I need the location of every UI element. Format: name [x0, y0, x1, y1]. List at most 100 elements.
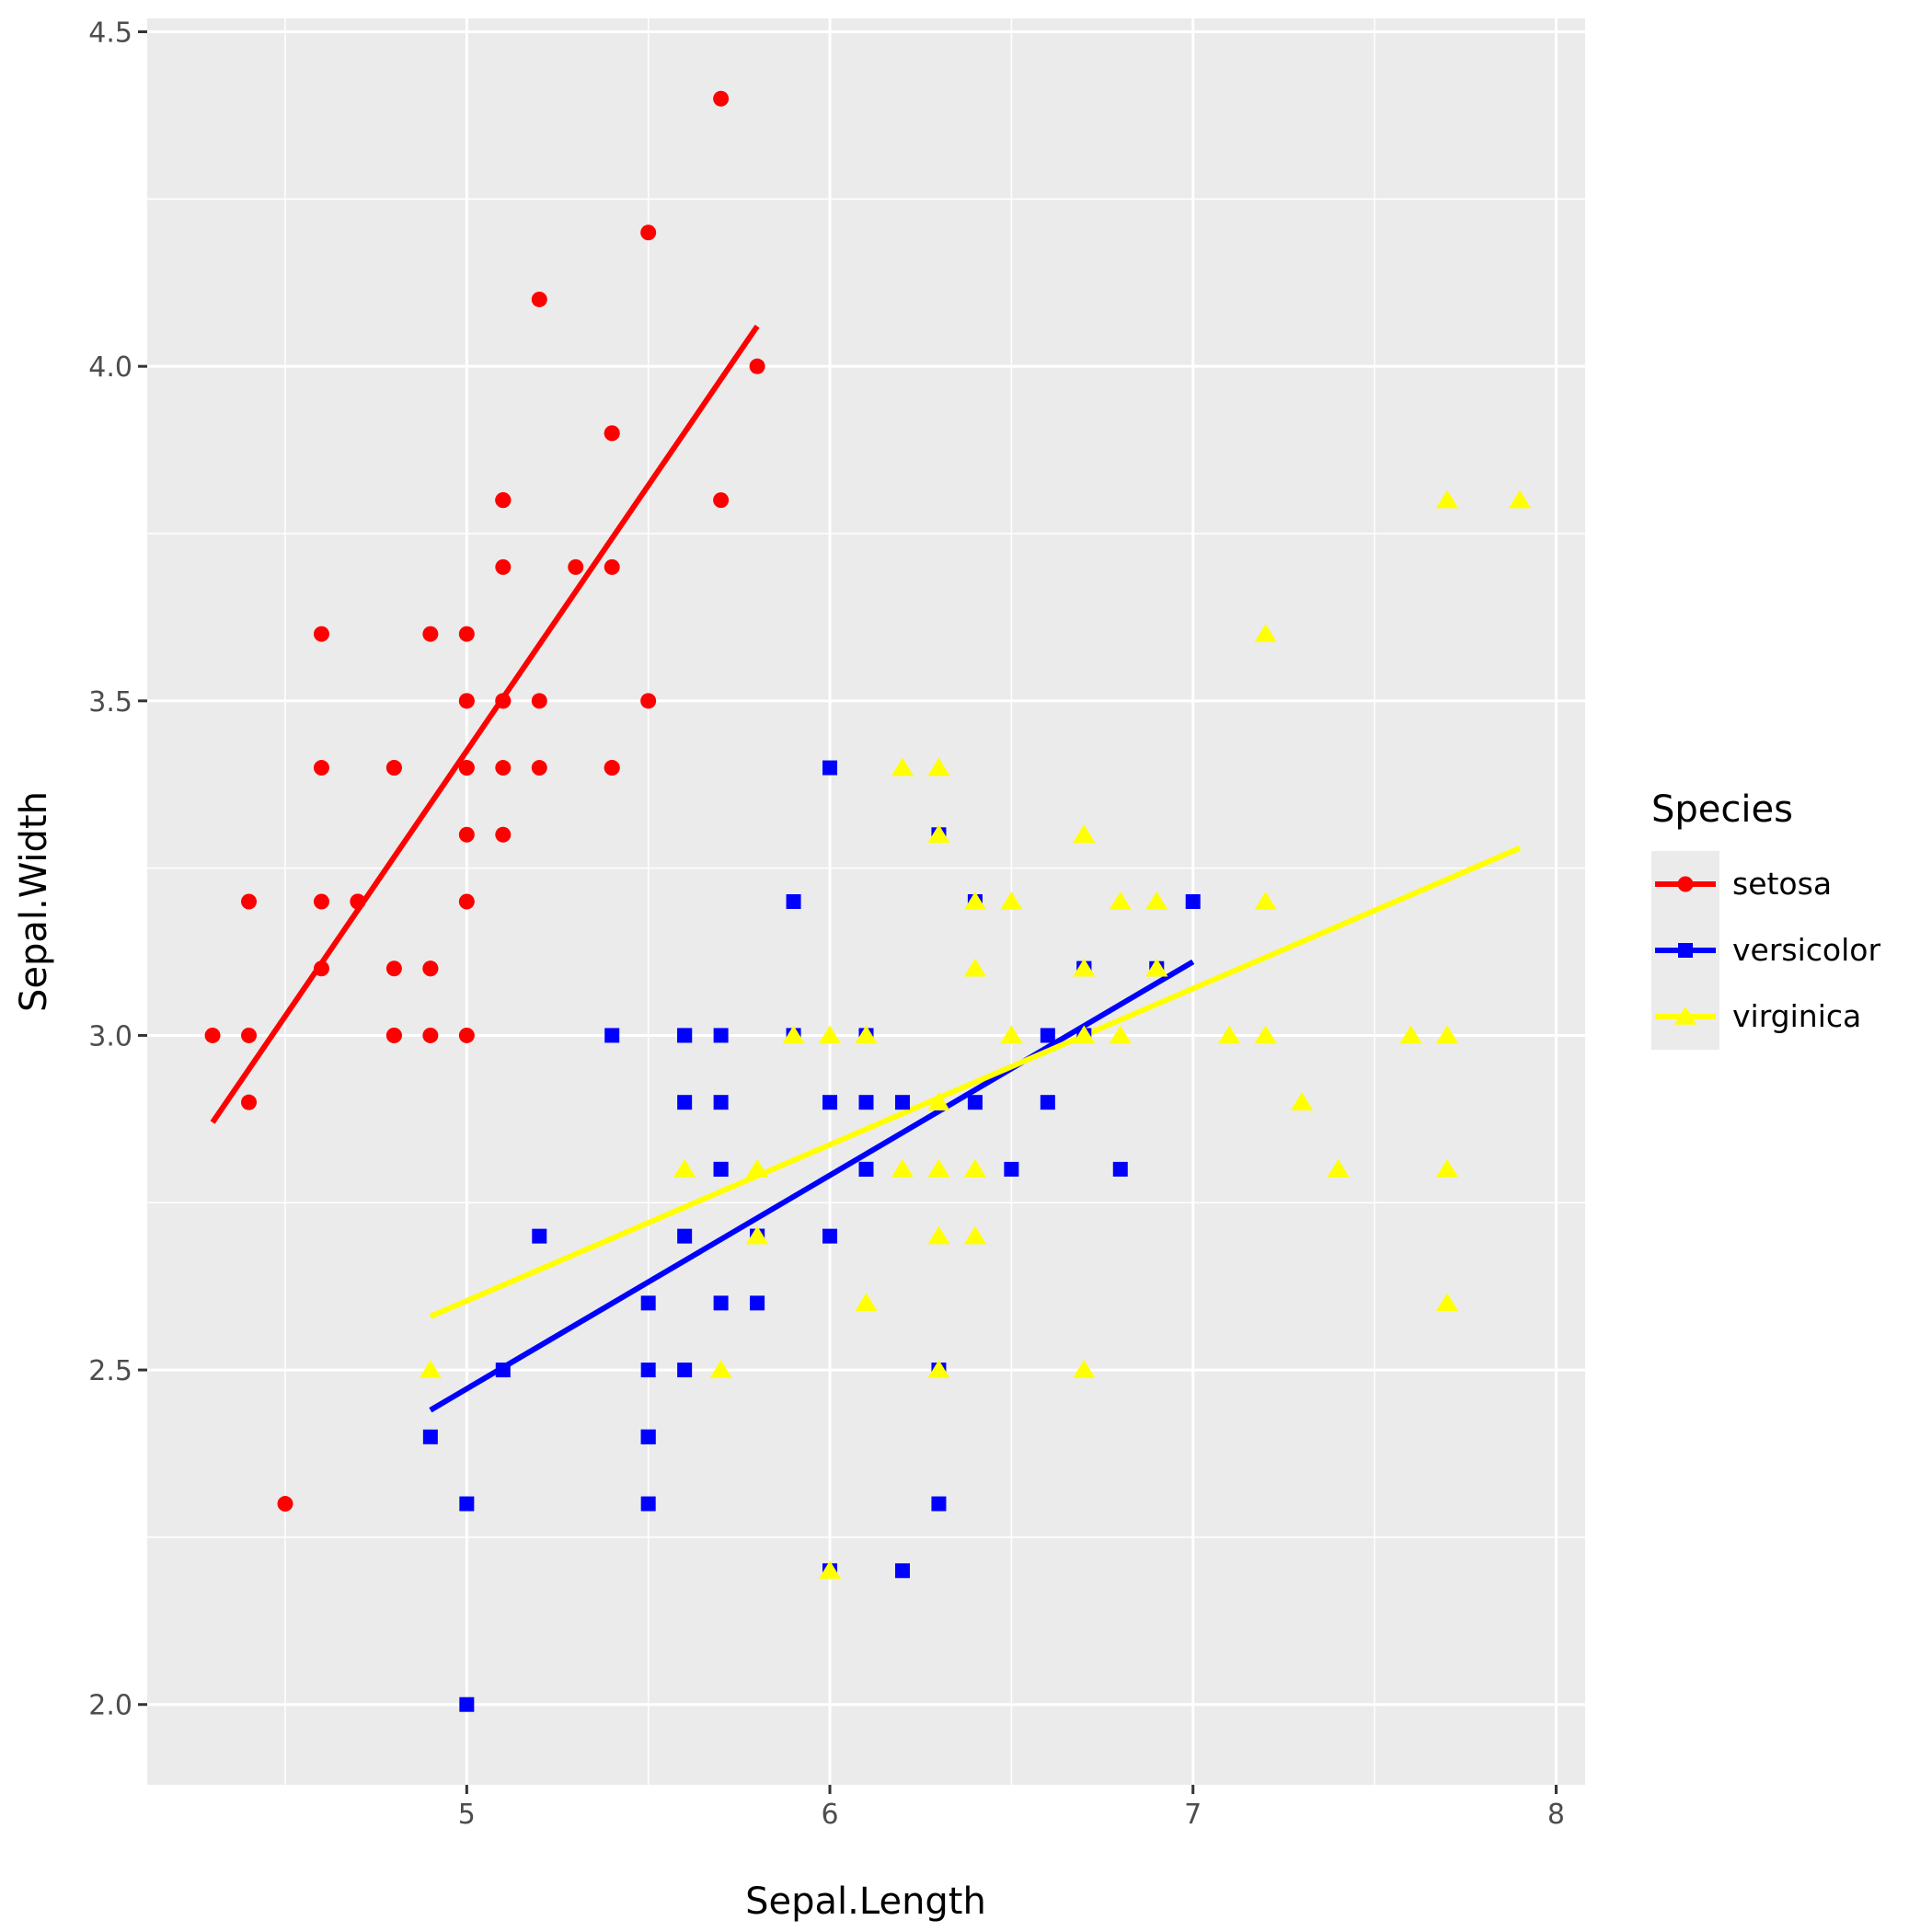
point-versicolor [822, 760, 838, 776]
point-setosa [568, 558, 584, 575]
x-axis-title: Sepal.Length [745, 1880, 986, 1923]
point-setosa [458, 1027, 475, 1043]
point-versicolor [858, 1161, 874, 1177]
point-virginica [927, 824, 950, 844]
y-axis-title: Sepal.Width [13, 791, 55, 1012]
point-virginica [1508, 489, 1532, 509]
point-virginica [1073, 824, 1096, 844]
point-versicolor [713, 1161, 729, 1177]
point-setosa [422, 960, 439, 977]
point-versicolor [1185, 894, 1201, 909]
data-points [204, 90, 1532, 1712]
point-setosa [604, 558, 620, 575]
point-setosa [495, 826, 512, 843]
point-virginica [1073, 1360, 1096, 1378]
point-setosa [495, 693, 512, 709]
point-setosa [713, 492, 730, 509]
point-versicolor [786, 894, 801, 909]
point-setosa [604, 760, 620, 776]
legend-label-virginica: virginica [1732, 998, 1861, 1034]
axes: 5 6 7 8 2.0 2.5 3.0 3.5 4.0 4.5 [88, 17, 1565, 1831]
point-virginica [1435, 1025, 1459, 1044]
point-virginica [1073, 1025, 1096, 1044]
point-virginica [963, 891, 987, 910]
point-virginica [673, 1158, 696, 1178]
point-setosa [604, 425, 620, 442]
point-setosa [458, 693, 475, 709]
point-setosa [277, 1496, 293, 1512]
point-versicolor [640, 1363, 656, 1378]
y-tick-label: 4.0 [88, 351, 132, 384]
point-versicolor [677, 1228, 693, 1244]
point-versicolor [1040, 1028, 1055, 1043]
point-setosa [458, 626, 475, 642]
fit-line-setosa [210, 324, 760, 1124]
point-virginica [927, 1225, 950, 1245]
point-virginica [1254, 891, 1277, 910]
point-versicolor [1004, 1161, 1019, 1177]
point-setosa [458, 893, 475, 910]
regression-lines [210, 324, 1522, 1413]
y-tick-label: 4.5 [88, 17, 132, 50]
legend: Species setosa versicolor virginica [1651, 788, 1880, 1050]
point-versicolor [459, 1696, 475, 1712]
point-setosa [241, 1027, 258, 1043]
legend-marker-setosa [1677, 876, 1694, 892]
point-virginica [891, 757, 914, 776]
point-virginica [855, 1025, 878, 1044]
point-virginica [963, 1158, 987, 1178]
point-setosa [458, 760, 475, 776]
point-virginica [709, 1360, 732, 1378]
point-versicolor [713, 1028, 729, 1043]
legend-marker-virginica [1673, 1006, 1697, 1025]
point-setosa [531, 693, 547, 709]
point-virginica [963, 958, 987, 977]
point-versicolor [713, 1295, 729, 1311]
point-virginica [1254, 624, 1277, 642]
point-versicolor [931, 1496, 947, 1512]
point-virginica [1399, 1025, 1422, 1044]
point-virginica [419, 1360, 442, 1378]
point-virginica [927, 757, 950, 776]
point-virginica [1254, 1025, 1277, 1044]
x-tick-label: 7 [1184, 1799, 1202, 1831]
point-virginica [1109, 891, 1132, 910]
point-virginica [1000, 1025, 1023, 1044]
fit-line-virginica [429, 845, 1522, 1319]
point-setosa [385, 960, 402, 977]
point-virginica [1073, 958, 1096, 977]
point-versicolor [822, 1228, 838, 1244]
legend-label-versicolor: versicolor [1732, 932, 1880, 968]
y-tick-label: 3.0 [88, 1020, 132, 1052]
point-versicolor [640, 1496, 656, 1512]
point-versicolor [713, 1095, 729, 1110]
point-setosa [531, 760, 547, 776]
point-setosa [241, 893, 258, 910]
point-setosa [385, 1027, 402, 1043]
point-versicolor [822, 1095, 838, 1110]
point-setosa [313, 893, 329, 910]
point-setosa [313, 626, 329, 642]
y-tick-label: 2.5 [88, 1355, 132, 1387]
point-setosa [495, 760, 512, 776]
point-setosa [313, 960, 329, 977]
x-tick-label: 5 [458, 1799, 476, 1831]
point-setosa [385, 760, 402, 776]
point-versicolor [677, 1363, 693, 1378]
point-virginica [927, 1092, 950, 1110]
point-virginica [1145, 891, 1168, 910]
point-virginica [1435, 1158, 1459, 1178]
point-versicolor [459, 1496, 475, 1512]
x-tick-label: 8 [1547, 1799, 1565, 1831]
point-setosa [422, 626, 439, 642]
point-versicolor [1112, 1161, 1128, 1177]
point-virginica [1327, 1158, 1350, 1178]
legend-marker-versicolor [1678, 943, 1693, 958]
point-versicolor [894, 1095, 910, 1110]
point-virginica [1435, 489, 1459, 509]
point-setosa [313, 760, 329, 776]
point-setosa [640, 224, 657, 241]
point-virginica [1291, 1092, 1314, 1110]
point-setosa [241, 1094, 258, 1110]
point-setosa [713, 90, 730, 107]
